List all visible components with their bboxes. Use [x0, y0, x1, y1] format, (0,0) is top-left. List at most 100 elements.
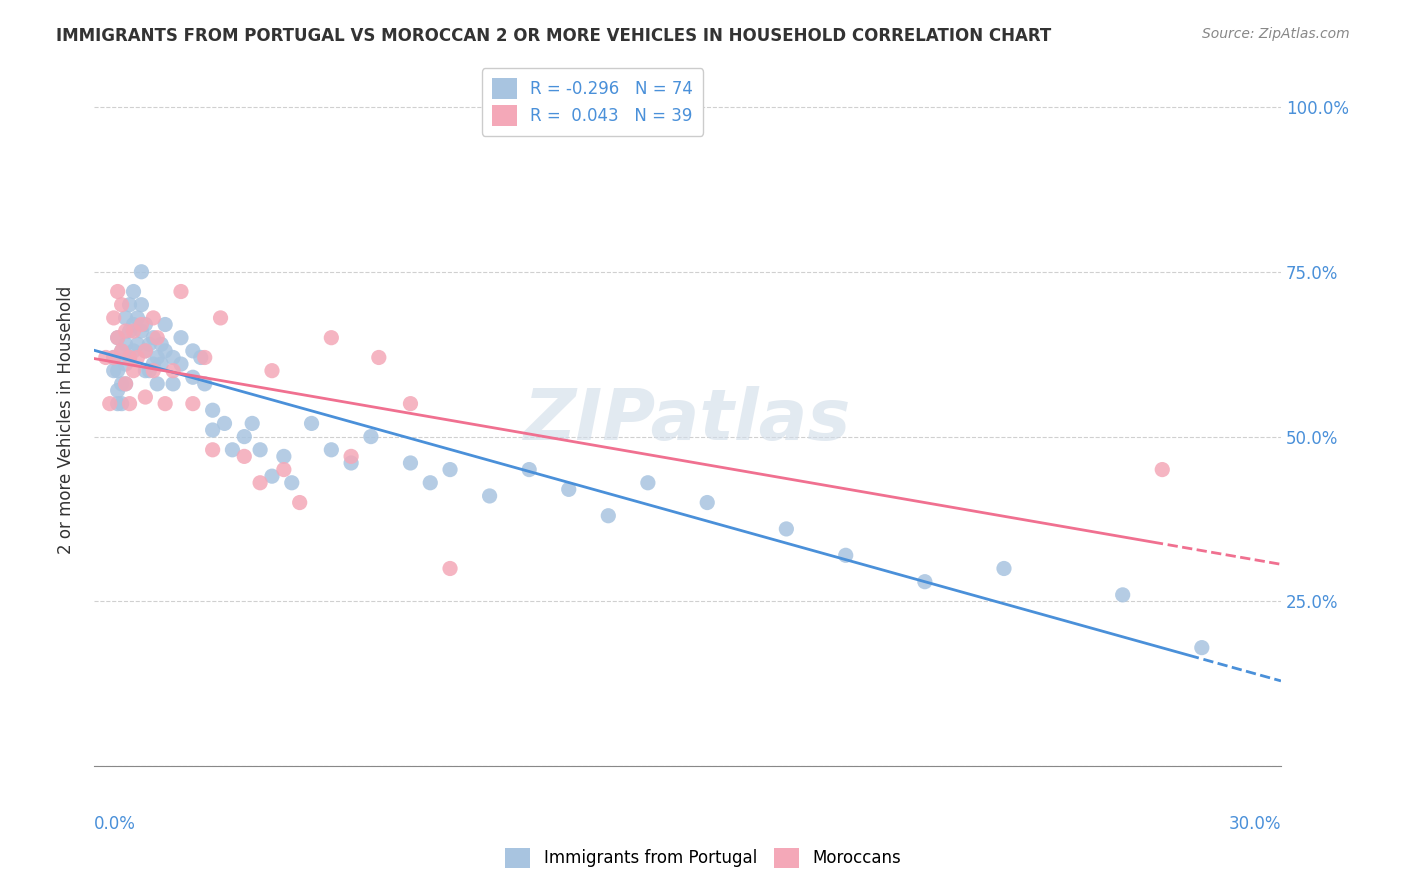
Point: [114, 324, 136, 338]
Point: [321, 442, 343, 457]
Point: [122, 285, 145, 299]
Text: IMMIGRANTS FROM PORTUGAL VS MOROCCAN 2 OR MORE VEHICLES IN HOUSEHOLD CORRELATION: IMMIGRANTS FROM PORTUGAL VS MOROCCAN 2 O…: [56, 27, 1052, 45]
Point: [233, 450, 256, 464]
Point: [181, 397, 204, 411]
Point: [201, 442, 224, 457]
Point: [114, 376, 136, 391]
Point: [114, 337, 136, 351]
Point: [775, 522, 797, 536]
Point: [122, 343, 145, 358]
Point: [150, 357, 173, 371]
Point: [146, 351, 169, 365]
Point: [118, 351, 141, 365]
Point: [118, 351, 141, 365]
Point: [367, 351, 389, 365]
Text: 0.0%: 0.0%: [94, 814, 136, 833]
Legend: R = -0.296   N = 74, R =  0.043   N = 39: R = -0.296 N = 74, R = 0.043 N = 39: [482, 69, 703, 136]
Point: [153, 318, 176, 332]
Point: [281, 475, 304, 490]
Point: [1111, 588, 1133, 602]
Point: [170, 285, 193, 299]
Point: [142, 310, 165, 325]
Point: [150, 337, 173, 351]
Point: [111, 397, 134, 411]
Point: [598, 508, 620, 523]
Point: [273, 450, 295, 464]
Point: [111, 298, 134, 312]
Point: [103, 364, 125, 378]
Point: [134, 364, 156, 378]
Point: [134, 318, 156, 332]
Point: [190, 351, 212, 365]
Point: [233, 429, 256, 443]
Y-axis label: 2 or more Vehicles in Household: 2 or more Vehicles in Household: [58, 286, 75, 554]
Point: [835, 549, 858, 563]
Point: [146, 376, 169, 391]
Point: [340, 450, 363, 464]
Point: [321, 331, 343, 345]
Point: [170, 357, 193, 371]
Point: [914, 574, 936, 589]
Point: [127, 351, 149, 365]
Point: [131, 265, 153, 279]
Point: [134, 343, 156, 358]
Legend: Immigrants from Portugal, Moroccans: Immigrants from Portugal, Moroccans: [499, 841, 907, 875]
Point: [162, 351, 184, 365]
Point: [209, 310, 232, 325]
Point: [107, 364, 129, 378]
Point: [260, 469, 283, 483]
Point: [439, 462, 461, 476]
Point: [360, 429, 382, 443]
Point: [138, 337, 160, 351]
Point: [131, 318, 153, 332]
Point: [103, 351, 125, 365]
Point: [103, 310, 125, 325]
Point: [142, 364, 165, 378]
Point: [118, 324, 141, 338]
Point: [1152, 462, 1174, 476]
Point: [153, 343, 176, 358]
Point: [111, 376, 134, 391]
Point: [114, 376, 136, 391]
Point: [111, 343, 134, 358]
Point: [107, 397, 129, 411]
Point: [118, 397, 141, 411]
Text: Source: ZipAtlas.com: Source: ZipAtlas.com: [1202, 27, 1350, 41]
Text: ZIPatlas: ZIPatlas: [524, 385, 851, 455]
Point: [439, 561, 461, 575]
Point: [142, 331, 165, 345]
Point: [122, 318, 145, 332]
Point: [249, 442, 271, 457]
Point: [107, 331, 129, 345]
Point: [107, 285, 129, 299]
Point: [288, 495, 311, 509]
Point: [637, 475, 659, 490]
Point: [419, 475, 441, 490]
Point: [273, 462, 295, 476]
Point: [181, 370, 204, 384]
Point: [153, 397, 176, 411]
Point: [107, 384, 129, 398]
Point: [194, 351, 217, 365]
Point: [94, 351, 117, 365]
Point: [221, 442, 243, 457]
Point: [107, 331, 129, 345]
Point: [399, 397, 422, 411]
Point: [260, 364, 283, 378]
Point: [201, 403, 224, 417]
Point: [162, 376, 184, 391]
Point: [131, 298, 153, 312]
Point: [122, 364, 145, 378]
Point: [558, 483, 581, 497]
Point: [1191, 640, 1213, 655]
Point: [127, 310, 149, 325]
Point: [127, 337, 149, 351]
Point: [696, 495, 718, 509]
Point: [131, 324, 153, 338]
Point: [114, 310, 136, 325]
Point: [134, 343, 156, 358]
Point: [240, 417, 263, 431]
Point: [194, 376, 217, 391]
Point: [517, 462, 540, 476]
Point: [993, 561, 1015, 575]
